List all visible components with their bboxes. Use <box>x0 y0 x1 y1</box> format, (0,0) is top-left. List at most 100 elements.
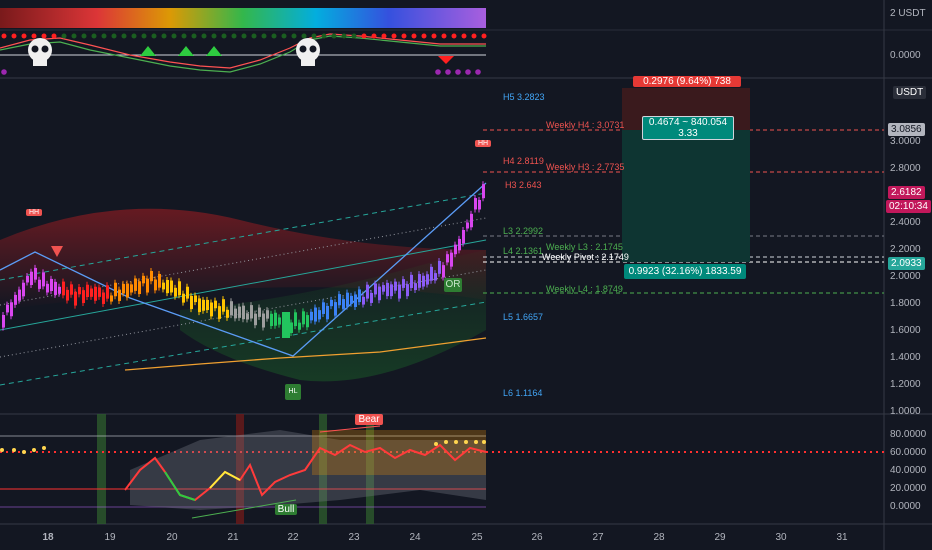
candle-body <box>434 273 437 281</box>
signal-dot <box>141 33 147 39</box>
date-tick-label: 23 <box>348 532 360 543</box>
candle-body <box>406 284 409 297</box>
price-tick-label: 3.0000 <box>890 136 921 147</box>
signal-dot <box>71 33 77 39</box>
price-tick-label: 2.0000 <box>890 271 921 282</box>
candle-body <box>354 294 357 307</box>
candle-body <box>162 282 165 290</box>
price-tick-label: 1.0000 <box>890 406 921 417</box>
candle-body <box>338 294 341 306</box>
price-tick-label: 1.2000 <box>890 379 921 390</box>
date-tick-label: 31 <box>836 532 848 543</box>
signal-dot <box>301 33 307 39</box>
osc-tick-label: 60.0000 <box>890 447 927 458</box>
candle-body <box>314 307 317 322</box>
candle-body <box>394 281 397 291</box>
signal-dot <box>1 69 7 75</box>
candle-body <box>410 274 413 288</box>
candle-body <box>142 275 145 284</box>
candle-body <box>274 312 277 326</box>
level-l6: L6 1.1164 <box>503 388 543 398</box>
date-tick-label: 29 <box>714 532 726 543</box>
signal-dot <box>281 33 287 39</box>
signal-dot <box>171 33 177 39</box>
candle-body <box>130 284 133 293</box>
candle-body <box>110 295 113 302</box>
candle-body <box>294 312 297 327</box>
candle-body <box>234 308 237 319</box>
signal-dot <box>454 440 458 444</box>
skull-icon <box>296 38 320 66</box>
target-amount: 0.4674 ~ 840.054 <box>648 117 728 128</box>
signal-dot <box>221 33 227 39</box>
position-stop-label[interactable]: 0.9923 (32.16%) 1833.59 <box>624 264 746 279</box>
signal-dot <box>311 33 317 39</box>
candle-body <box>174 287 177 297</box>
osc-tick-label: 20.0000 <box>890 483 927 494</box>
signal-dot <box>421 33 427 39</box>
candle-body <box>382 285 385 292</box>
candle-body <box>310 311 313 321</box>
signal-dot <box>474 440 478 444</box>
signal-dot <box>21 33 27 39</box>
level-l3: L3 2.2992 <box>503 226 544 236</box>
candle-body <box>342 299 345 309</box>
candle-body <box>86 284 89 297</box>
candle-body <box>38 279 41 289</box>
signal-dot <box>31 33 37 39</box>
candle-body <box>306 315 309 328</box>
candle-body <box>206 299 209 311</box>
candle-body <box>18 289 21 301</box>
signal-dot <box>271 33 277 39</box>
date-tick-label: 27 <box>592 532 604 543</box>
target-price-badge: 3.0856 <box>888 123 925 136</box>
position-target-label[interactable]: 0.4674 ~ 840.054 3.33 <box>642 116 734 140</box>
signal-dot <box>81 33 87 39</box>
candle-body <box>74 291 77 306</box>
candle-body <box>218 306 221 319</box>
candle-body <box>198 298 201 313</box>
position-risk-label[interactable]: 0.2976 (9.64%) 738 <box>633 76 741 87</box>
candle-body <box>442 265 445 278</box>
signal-dot <box>41 33 47 39</box>
signal-dot <box>22 450 26 454</box>
zigzag-line <box>0 182 487 357</box>
candle-body <box>254 313 257 326</box>
heat-band <box>0 8 486 28</box>
signal-dot <box>444 440 448 444</box>
date-tick-label: 26 <box>531 532 543 543</box>
oscillator-bottom <box>0 414 884 524</box>
signal-dot <box>151 33 157 39</box>
price-tick-label: 1.4000 <box>890 352 921 363</box>
skull-icon <box>28 38 52 66</box>
pivot-lines <box>483 129 884 294</box>
currency-badge: USDT <box>893 86 927 99</box>
date-tick-label: 19 <box>104 532 116 543</box>
candle-body <box>114 282 117 297</box>
signal-dot <box>381 33 387 39</box>
signal-dot <box>111 33 117 39</box>
candle-body <box>402 279 405 288</box>
candle-body <box>94 286 97 301</box>
candle-body <box>390 284 393 297</box>
signal-dot <box>261 33 267 39</box>
sell-signal-icon <box>438 56 454 64</box>
date-tick-label: 24 <box>409 532 421 543</box>
candle-body <box>2 314 5 328</box>
candle-body <box>298 322 301 330</box>
signal-dot <box>391 33 397 39</box>
candle-body <box>194 295 197 303</box>
signal-dot <box>32 448 36 452</box>
stop-price-badge: 2.0933 <box>888 257 925 270</box>
candle-body <box>246 313 249 320</box>
candle-body <box>462 230 465 244</box>
signal-dot <box>411 33 417 39</box>
candle-body <box>210 302 213 317</box>
buy-signal-icon <box>206 46 222 56</box>
candle-body <box>358 289 361 303</box>
signal-dot <box>241 33 247 39</box>
candle-body <box>70 284 73 295</box>
candle-body <box>438 260 441 274</box>
